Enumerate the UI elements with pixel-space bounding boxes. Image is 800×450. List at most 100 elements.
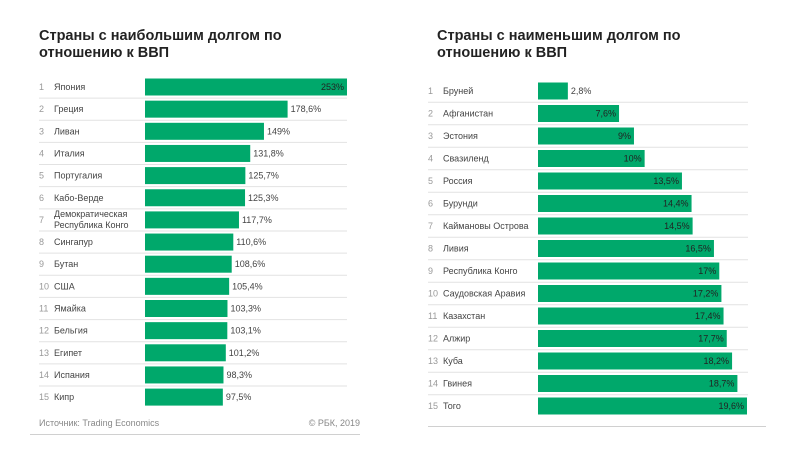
data-label: 103,3% bbox=[230, 304, 261, 314]
bar bbox=[145, 211, 239, 229]
data-label: 125,3% bbox=[248, 193, 279, 203]
rank-label: 7 bbox=[428, 221, 433, 231]
rank-label: 3 bbox=[39, 126, 44, 136]
rank-label: 7 bbox=[39, 215, 44, 225]
data-label: 18,2% bbox=[704, 356, 730, 366]
rank-label: 9 bbox=[39, 259, 44, 269]
data-label: 253% bbox=[321, 82, 344, 92]
bar bbox=[538, 397, 747, 415]
category-label: Ливан bbox=[54, 126, 80, 136]
data-label: 17% bbox=[698, 266, 716, 276]
rank-label: 11 bbox=[39, 304, 48, 314]
bar bbox=[538, 307, 724, 325]
rank-label: 14 bbox=[428, 379, 438, 389]
data-label: 14,4% bbox=[663, 199, 689, 209]
left-chart-title: Страны с наибольшим долгом по отношению … bbox=[39, 28, 282, 61]
bar bbox=[538, 375, 738, 392]
bar bbox=[145, 300, 228, 317]
category-label: Саудовская Аравия bbox=[443, 289, 525, 299]
data-label: 16,5% bbox=[685, 244, 711, 254]
rank-label: 8 bbox=[39, 237, 44, 247]
rank-label: 6 bbox=[428, 199, 433, 209]
rank-label: 13 bbox=[39, 348, 49, 358]
category-label: Республика Конго bbox=[443, 266, 518, 276]
data-label: 98,3% bbox=[226, 370, 252, 380]
bar bbox=[538, 150, 645, 167]
bar bbox=[538, 285, 722, 302]
bar bbox=[145, 189, 246, 207]
rank-label: 15 bbox=[428, 401, 438, 411]
right-chart-title: Страны с наименьшим долгом по отношению … bbox=[437, 28, 681, 61]
bar bbox=[145, 233, 234, 251]
data-label: 149% bbox=[267, 126, 290, 136]
bar bbox=[145, 277, 230, 295]
category-label: Япония bbox=[54, 82, 85, 92]
category-label: Гвинея bbox=[443, 379, 472, 389]
category-label: Греция bbox=[54, 104, 84, 114]
rank-label: 13 bbox=[428, 356, 438, 366]
category-label: Ямайка bbox=[54, 304, 86, 314]
right-chart-panel: Страны с наименьшим долгом по отношению … bbox=[428, 28, 766, 427]
category-label: Казахстан bbox=[443, 311, 485, 321]
rank-label: 12 bbox=[428, 334, 438, 344]
rank-label: 12 bbox=[39, 326, 49, 336]
category-label: Алжир bbox=[443, 334, 470, 344]
data-label: 17,7% bbox=[698, 334, 724, 344]
category-label: Бутан bbox=[54, 259, 78, 269]
category-label: Свазиленд bbox=[443, 154, 489, 164]
data-label: 108,6% bbox=[235, 259, 266, 269]
rank-label: 2 bbox=[428, 109, 433, 119]
bar bbox=[538, 105, 620, 122]
bar bbox=[145, 388, 223, 406]
category-label: Россия bbox=[443, 176, 473, 186]
rank-label: 15 bbox=[39, 392, 49, 402]
category-label: Бурунди bbox=[443, 199, 478, 209]
data-label: 117,7% bbox=[242, 215, 272, 225]
bar bbox=[538, 127, 634, 145]
data-label: 110,6% bbox=[236, 237, 266, 247]
bar bbox=[538, 330, 727, 347]
left-bar-chart: 1 Япония 253% 2 Греция 178,6% 3 Ливан 149% 4 Итали… bbox=[39, 78, 347, 406]
data-label: 131,8% bbox=[253, 148, 284, 158]
bar bbox=[538, 262, 720, 280]
category-label: Египет bbox=[54, 348, 82, 358]
rank-label: 10 bbox=[39, 281, 49, 291]
category-label: Афганистан bbox=[443, 109, 493, 119]
bar bbox=[538, 195, 692, 212]
rank-label: 14 bbox=[39, 370, 49, 380]
data-label: 17,4% bbox=[695, 311, 721, 321]
category-label: Каймановы Острова bbox=[443, 221, 529, 231]
bar bbox=[538, 352, 733, 370]
data-label: 9% bbox=[618, 131, 631, 141]
category-label: Португалия bbox=[54, 171, 102, 181]
bar bbox=[145, 366, 224, 384]
data-label: 101,2% bbox=[229, 348, 260, 358]
category-label: Эстония bbox=[443, 131, 478, 141]
category-label: Демократическая Республика Конго bbox=[54, 209, 129, 230]
rank-label: 5 bbox=[39, 171, 44, 181]
copyright-note: © РБК, 2019 bbox=[308, 418, 360, 428]
bar bbox=[145, 78, 347, 96]
rank-label: 10 bbox=[428, 289, 438, 299]
rank-label: 4 bbox=[428, 154, 433, 164]
data-label: 14,5% bbox=[664, 221, 690, 231]
rank-label: 3 bbox=[428, 131, 433, 141]
rank-label: 5 bbox=[428, 176, 433, 186]
bar bbox=[145, 322, 228, 340]
data-label: 17,2% bbox=[693, 289, 719, 299]
right-bar-chart: 1 Бруней 2,8% 2 Афганистан 7,6% 3 Эстония 9% 4 Сва… bbox=[428, 82, 748, 415]
rank-label: 9 bbox=[428, 266, 433, 276]
bar bbox=[538, 240, 714, 257]
data-label: 178,6% bbox=[291, 104, 322, 114]
data-label: 97,5% bbox=[226, 392, 252, 402]
data-label: 103,1% bbox=[230, 326, 261, 336]
category-label: Испания bbox=[54, 370, 90, 380]
bar bbox=[145, 144, 251, 162]
rank-label: 6 bbox=[39, 193, 44, 203]
data-label: 18,7% bbox=[709, 379, 735, 389]
category-label: Сингапур bbox=[54, 237, 93, 247]
category-label: Того bbox=[443, 401, 461, 411]
category-label: Ливия bbox=[443, 244, 469, 254]
source-note: Источник: Trading Economics bbox=[39, 418, 160, 428]
category-label: США bbox=[54, 281, 75, 291]
